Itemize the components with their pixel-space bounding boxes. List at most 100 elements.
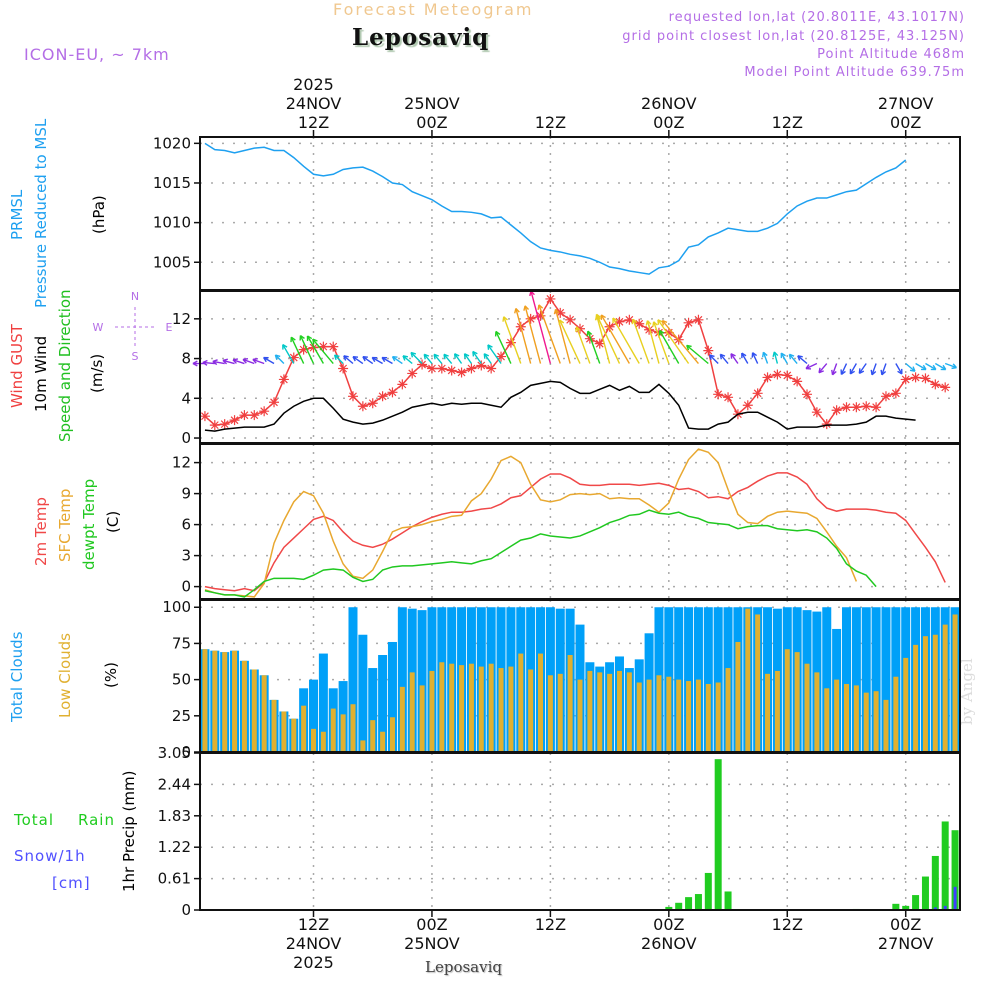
wind-arrow-head	[631, 318, 638, 325]
gust-marker	[565, 314, 576, 325]
wind-arrow-head	[595, 313, 601, 320]
wind-arrow	[381, 356, 393, 365]
low-clouds-bar	[399, 686, 405, 752]
wind-arrow	[905, 362, 916, 372]
low-clouds-bar	[380, 731, 386, 752]
gust-marker	[377, 391, 388, 402]
gust-marker	[851, 402, 862, 413]
wind-arrow-head	[575, 326, 581, 332]
snow-bar	[953, 886, 957, 910]
wind-arrow-head	[423, 353, 430, 360]
rain-bar	[892, 903, 900, 910]
wind-arrow-head	[312, 338, 318, 345]
wind-arrow-head	[831, 369, 837, 376]
low-clouds-bar	[459, 665, 465, 752]
total-clouds-bar	[358, 634, 368, 752]
wind-arrow	[858, 363, 867, 374]
wind-arrow-head	[523, 305, 530, 311]
wind-arrow	[252, 358, 265, 365]
wind-arrow-head	[410, 351, 417, 358]
wind-arrow-head	[920, 364, 927, 371]
wind-arrow	[773, 351, 779, 364]
rain-bar	[724, 891, 732, 910]
total-clouds-bar	[348, 607, 358, 752]
wind-arrow	[212, 360, 225, 365]
wind-arrow-head	[391, 355, 398, 362]
wind-arrow-head	[306, 335, 313, 341]
wind-arrow	[392, 356, 403, 365]
bottom-time-label: 12Z	[772, 915, 803, 934]
y-tick-label: 75	[172, 634, 191, 652]
wind-arrow-head	[222, 358, 228, 365]
wind-arrow	[495, 331, 512, 364]
snow-bar	[933, 907, 937, 910]
total-label: Total	[14, 811, 55, 829]
gust-marker	[683, 317, 694, 328]
low-clouds-bar	[291, 718, 297, 752]
gust-marker	[594, 338, 605, 349]
y-tick-label: 9	[181, 485, 191, 503]
gust-marker	[910, 372, 921, 383]
low-clouds-bar	[913, 644, 919, 752]
gust-marker	[802, 389, 813, 400]
y-tick-label: 0	[181, 578, 191, 596]
wind-arrow	[312, 338, 334, 364]
gust-marker	[486, 363, 497, 374]
wind-arrow-head	[537, 304, 544, 310]
wind-arrow-head	[192, 360, 198, 367]
gust-marker	[861, 401, 872, 412]
wind-arrow	[934, 362, 947, 371]
wind-arrow	[463, 353, 473, 364]
model-point-altitude: Model Point Altitude 639.75m	[744, 65, 965, 80]
wind-arrow	[881, 363, 887, 376]
snow-label: Snow/1h	[14, 847, 86, 865]
y-tick-label: 2.44	[158, 775, 191, 793]
wind-arrow	[410, 351, 423, 365]
low-clouds-bar	[656, 675, 662, 752]
y-tick-label: 6	[181, 516, 191, 534]
top-time-label: 26NOV	[641, 94, 697, 113]
gust-marker	[426, 363, 437, 374]
low-clouds-bar	[241, 660, 247, 752]
top-time-label: 12Z	[535, 113, 566, 132]
low-clouds-bar	[883, 699, 889, 752]
low-clouds-bar	[607, 673, 613, 752]
wind-arrow	[818, 363, 828, 374]
bottom-time-label: 00Z	[890, 915, 921, 934]
wind-arrow	[762, 352, 769, 364]
wind-arrow	[719, 353, 729, 364]
wind-arrow	[472, 351, 482, 364]
low-clouds-bar	[360, 740, 366, 752]
total-clouds-bar	[368, 668, 378, 752]
gust-marker	[288, 352, 299, 363]
low-clouds-bar	[705, 683, 711, 752]
rain-bar	[941, 821, 949, 910]
wind-arrow-head	[661, 319, 668, 326]
bottom-time-label: 12Z	[298, 915, 329, 934]
gust-marker	[930, 379, 941, 390]
wind-arrow	[538, 304, 561, 364]
low-clouds-bar	[222, 652, 228, 752]
wind-arrow	[515, 308, 532, 364]
snow-bar	[943, 905, 947, 910]
y-tick-label: 0	[181, 901, 191, 919]
wind-arrow	[805, 362, 818, 370]
wind-arrow-head	[352, 355, 359, 362]
wind-arrow	[483, 353, 492, 364]
series-2m-temp	[204, 472, 946, 592]
wind-arrow-head	[858, 368, 865, 374]
gust-marker	[584, 333, 595, 344]
gust-marker	[496, 351, 507, 362]
gust-marker	[357, 401, 368, 412]
panel-clouds	[194, 599, 961, 753]
y-tick-label: 50	[172, 671, 191, 689]
wind-arrow-head	[282, 343, 288, 350]
bottom-time-label: 2025	[293, 953, 334, 972]
wind-arrow	[242, 358, 255, 365]
wind-arrow-head	[686, 344, 692, 351]
gust-marker	[199, 411, 210, 422]
rain-bar	[694, 894, 702, 910]
gust-marker	[417, 359, 428, 370]
gust-marker	[604, 321, 615, 332]
wind-arrow	[299, 335, 315, 364]
